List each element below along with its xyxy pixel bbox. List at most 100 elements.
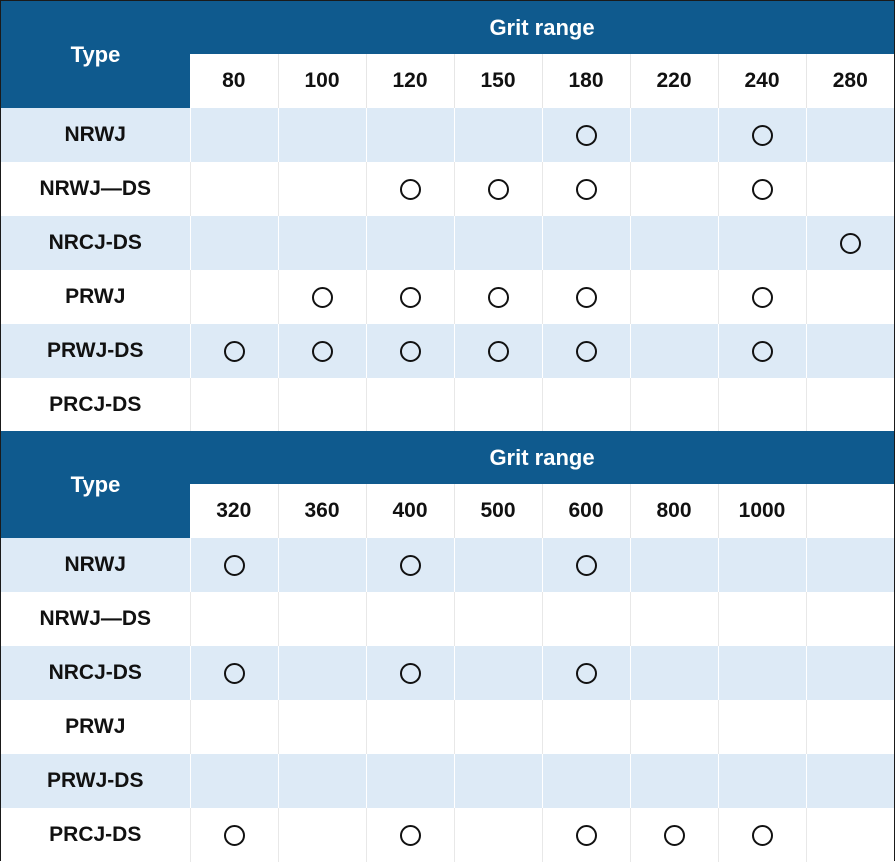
- grit-cell: [717, 538, 806, 592]
- grit-cell: [717, 646, 806, 700]
- type-label: PRWJ: [1, 270, 190, 324]
- grit-cell: [629, 108, 718, 162]
- circle-mark-icon: [575, 340, 597, 362]
- circle-mark-icon: [399, 824, 421, 846]
- grit-cell: [541, 162, 630, 216]
- grit-cell: [541, 646, 630, 700]
- grit-cell: [629, 162, 718, 216]
- grit-column-header: 400: [365, 484, 454, 538]
- table-row: NRWJ: [1, 108, 895, 162]
- grit-cell: [805, 324, 895, 378]
- grit-cell: [277, 700, 366, 754]
- type-label: PRWJ-DS: [1, 324, 190, 378]
- circle-mark-icon: [399, 286, 421, 308]
- grit-cell: [805, 162, 895, 216]
- grit-cell: [717, 754, 806, 808]
- grit-cell: [189, 216, 278, 270]
- grit-cell: [453, 108, 542, 162]
- circle-mark-icon: [311, 340, 333, 362]
- grit-cell: [277, 108, 366, 162]
- grit-cell: [453, 700, 542, 754]
- grit-cell: [541, 700, 630, 754]
- grit-cell: [277, 324, 366, 378]
- circle-mark-icon: [311, 286, 333, 308]
- grit-cell: [365, 108, 454, 162]
- table-body: NRWJ NRWJ—DS NRCJ-DS PRWJ PRWJ-DS PRCJ-DS: [1, 108, 895, 432]
- grit-cell: [717, 270, 806, 324]
- type-label: NRWJ—DS: [1, 162, 190, 216]
- grit-cell: [365, 216, 454, 270]
- type-header: Type: [1, 431, 190, 538]
- grit-cell: [541, 808, 630, 862]
- circle-mark-icon: [751, 340, 773, 362]
- grit-cell: [541, 216, 630, 270]
- grit-column-header: [805, 484, 895, 538]
- circle-mark-icon: [575, 286, 597, 308]
- grit-cell: [717, 324, 806, 378]
- type-label: PRWJ: [1, 700, 190, 754]
- circle-mark-icon: [575, 178, 597, 200]
- circle-mark-icon: [575, 554, 597, 576]
- grit-cell: [277, 378, 366, 432]
- table-body: NRWJ NRWJ—DS NRCJ-DS PRWJ PRWJ-DS PRCJ-DS: [1, 538, 895, 862]
- grit-cell: [629, 538, 718, 592]
- table-row: PRWJ: [1, 270, 895, 324]
- grit-cell: [541, 592, 630, 646]
- circle-mark-icon: [399, 662, 421, 684]
- circle-mark-icon: [751, 286, 773, 308]
- circle-mark-icon: [399, 554, 421, 576]
- grit-cell: [277, 270, 366, 324]
- grit-range-header: Grit range: [190, 431, 895, 484]
- grit-column-header: 120: [365, 54, 454, 108]
- grit-cell: [541, 270, 630, 324]
- type-label: NRWJ: [1, 538, 190, 592]
- type-label: PRCJ-DS: [1, 378, 190, 432]
- circle-mark-icon: [751, 124, 773, 146]
- grit-column-header: 180: [541, 54, 630, 108]
- circle-mark-icon: [663, 824, 685, 846]
- table-row: PRCJ-DS: [1, 808, 895, 862]
- table-row: NRWJ: [1, 538, 895, 592]
- grit-cell: [189, 700, 278, 754]
- grit-cell: [717, 216, 806, 270]
- grit-cell: [189, 378, 278, 432]
- grit-cell: [453, 808, 542, 862]
- grit-cell: [277, 216, 366, 270]
- grit-cell: [365, 324, 454, 378]
- table-row: PRCJ-DS: [1, 378, 895, 432]
- grit-cell: [277, 754, 366, 808]
- type-label: NRWJ: [1, 108, 190, 162]
- grit-cell: [453, 162, 542, 216]
- circle-mark-icon: [399, 178, 421, 200]
- grit-cell: [629, 270, 718, 324]
- circle-mark-icon: [839, 232, 861, 254]
- table-row: PRWJ: [1, 700, 895, 754]
- grit-cell: [629, 216, 718, 270]
- grit-cell: [629, 324, 718, 378]
- grit-cell: [629, 808, 718, 862]
- circle-mark-icon: [223, 554, 245, 576]
- grit-cell: [453, 378, 542, 432]
- circle-mark-icon: [487, 286, 509, 308]
- table-row: NRWJ—DS: [1, 592, 895, 646]
- type-header: Type: [1, 1, 190, 108]
- grit-cell: [629, 378, 718, 432]
- circle-mark-icon: [223, 662, 245, 684]
- grit-cell: [805, 378, 895, 432]
- grit-column-header: 280: [805, 54, 895, 108]
- grit-cell: [805, 646, 895, 700]
- grit-cell: [277, 162, 366, 216]
- grit-cell: [365, 592, 454, 646]
- type-label: NRCJ-DS: [1, 646, 190, 700]
- grit-cell: [277, 592, 366, 646]
- grit-cell: [541, 324, 630, 378]
- grit-cell: [365, 538, 454, 592]
- grit-cell: [541, 538, 630, 592]
- grit-cell: [453, 592, 542, 646]
- circle-mark-icon: [575, 824, 597, 846]
- grit-column-header: 240: [717, 54, 806, 108]
- grit-cell: [805, 270, 895, 324]
- grit-cell: [453, 538, 542, 592]
- grit-cell: [453, 270, 542, 324]
